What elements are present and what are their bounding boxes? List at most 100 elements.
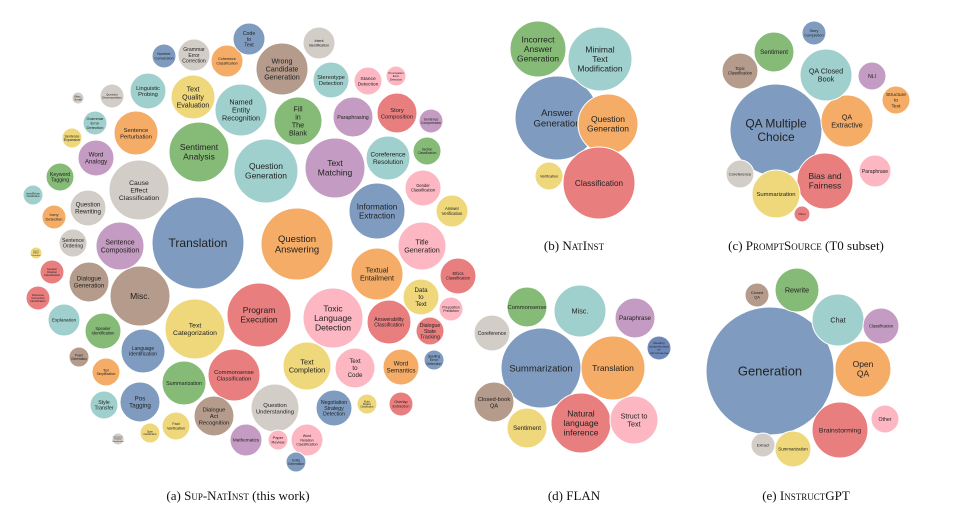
bubble-label: Closed-book QA (478, 397, 511, 409)
bubble-label: Word Analogy (85, 152, 108, 166)
bubble-open-qa: Open QA (834, 340, 892, 398)
bubble-label: Stance Detection (358, 76, 379, 88)
bubble-label: Ethics Classification (446, 271, 470, 281)
bubble-circle (120, 328, 166, 374)
bubble-label: Coreference (478, 331, 507, 337)
bubble-label: Preposition Prediction (442, 305, 459, 313)
bubble-circle (820, 94, 874, 148)
bubble-structure-to-text: Structure to Text (881, 85, 911, 115)
bubble-circle (439, 257, 477, 295)
bubble-label: Stereotype Detection (317, 75, 345, 87)
bubble-label: Grammar Error Correction (182, 47, 206, 64)
caption-natinst: (b) NatInst (544, 238, 604, 254)
bubble-question-decomposition: Question Decomposition (99, 83, 125, 109)
bubble-toxic-language-detection: Toxic Language Detection (302, 287, 364, 349)
bubble-overlap-extraction: Overlap Extraction (388, 391, 414, 417)
bubble-label: Chat (830, 316, 845, 325)
caption-name: NatInst (562, 238, 605, 253)
bubble-label: Misc. Small (74, 94, 82, 101)
bubble-paraphrasing: Paraphrasing (332, 96, 374, 138)
bubble-closed-book-qa: Closed-book QA (473, 381, 515, 423)
bubble-label: Sentence Ordering (62, 238, 84, 250)
bubble-stereotype-detection: Stereotype Detection (312, 61, 350, 99)
bubble-label: Toxic Language Detection (314, 303, 352, 332)
bubble-label: Commonsense (508, 305, 547, 311)
bubble-circle (366, 299, 412, 345)
bubble-language-identification: Language Identification (120, 328, 166, 374)
bubble-circle (304, 137, 366, 199)
bubble-answer-generation: Answer Generation (514, 75, 600, 161)
bubble-qa-multiple-choice: QA Multiple Choice (729, 83, 823, 177)
bubble-label: Sentence Compression (421, 117, 442, 125)
caption-prefix: (d) (547, 488, 567, 503)
bubble-circle (255, 42, 309, 96)
bubble-circle (168, 121, 230, 183)
bubble-label: Dialogue State Tracking (420, 323, 441, 341)
bubble-circle (793, 205, 811, 223)
bubble-label: Linguistic Probing (136, 86, 160, 98)
bubble-question-generation: Question Generation (233, 138, 299, 204)
bubble-text-quality-evaluation: Text Quality Evaluation (170, 74, 216, 120)
bubble-cause-effect-detection: Cause Effect Detection (29, 246, 43, 260)
bubble-topic-classification: Topic Classification (721, 52, 759, 90)
bubble-label: Speaker Relation Classification (44, 267, 61, 277)
bubble-linguistic-probing: Linguistic Probing (129, 72, 167, 110)
bubble-circle (332, 96, 374, 138)
bubble-circle (129, 72, 167, 110)
bubble-circle (365, 135, 411, 181)
bubble-fill-in-the-blank: Fill in The Blank (273, 96, 323, 146)
bubble-other: Other (793, 205, 811, 223)
bubble-reading-comprehension-w-commonsense: Reading comprehension w/commonsense (646, 335, 672, 361)
bubble-circle (214, 83, 268, 137)
bubble-label: Closed QA (751, 290, 763, 299)
panel-promptsource: QA Multiple Choice QA Extractive Bias and Fai… (721, 20, 911, 223)
bubble-closed-qa: Closed QA (744, 282, 770, 308)
bubble-circle (226, 282, 292, 348)
bubble-label: Number Conversion (154, 52, 173, 60)
bubble-dialogue-state-tracking: Dialogue State Tracking (415, 316, 445, 346)
bubble-word-semantics: Word Semantics (382, 348, 420, 386)
bubble-label: Question Decomposition (102, 92, 122, 99)
bubble-entity-generation: Entity Generation (285, 451, 307, 473)
bubble-label: Classification (869, 323, 893, 328)
bubble-label: Verification (540, 174, 558, 178)
bubble-circle (139, 422, 161, 444)
bubble-circle (177, 38, 211, 72)
bubble-stance-detection: Stance Detection (353, 66, 383, 96)
bubble-discourse-connective-identification: Discourse Connective Identification (25, 285, 51, 311)
bubble-label: Minimal Text Modification (577, 44, 622, 73)
bubble-circle (646, 335, 672, 361)
bubble-label: Sentiment (760, 49, 788, 56)
bubble-label: Intent Identification (309, 39, 329, 47)
bubble-circle (229, 423, 263, 457)
bubble-label: Coreference (729, 171, 752, 176)
bubble-discourse-relation-classification: Discourse Relation Classification (111, 432, 125, 446)
bubble-coreference-resolution: Coreference Resolution (365, 135, 411, 181)
caption-name: Sup-NatInst (184, 488, 249, 503)
bubble-circle (164, 298, 226, 360)
bubble-textual-entailment: Textual Entailment (350, 247, 404, 301)
bubble-natural-language-inference: Natural language inference (550, 392, 612, 454)
bubble-circle (353, 66, 383, 96)
bubble-label: Intent/Refuse Classification (26, 193, 40, 199)
bubble-label: Sentiment Analysis (180, 142, 219, 162)
bubble-label: Cause Effect Classification (119, 180, 159, 202)
bubble-label: Program Execution (240, 305, 278, 325)
bubble-circle (71, 91, 85, 105)
bubble-dialogue-act-recognition: Dialogue Act Recognition (193, 395, 235, 437)
bubble-label: Answerability Classification (374, 317, 404, 329)
caption-instructgpt: (e) InstructGPT (762, 488, 850, 504)
bubble-circle (388, 391, 414, 417)
bubble-circle (151, 196, 245, 290)
bubble-label: Question Understanding (256, 403, 294, 416)
bubble-circle (82, 110, 108, 136)
bubble-label: Summarization (166, 381, 202, 387)
bubble-label: Story Composition (381, 108, 413, 120)
bubble-text-categorization: Text Categorization (164, 298, 226, 360)
bubble-label: Question Generation (245, 161, 287, 181)
bubble-text-to-code: Text to Code (334, 347, 376, 389)
bubble-fact-verification: Fact Verification (161, 411, 191, 441)
bubble-circle (862, 307, 900, 345)
bubble-label: Struct to Text (621, 411, 648, 428)
